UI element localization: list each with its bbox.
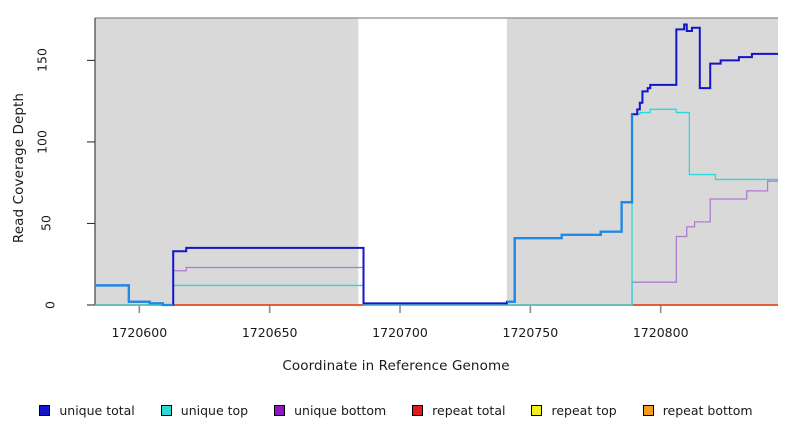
y-tick-label-2: 100 xyxy=(34,129,50,154)
chart-legend: unique total unique top unique bottom repea… xyxy=(0,398,792,422)
series-line-unique-top xyxy=(95,108,778,306)
x-tick-label-3: 1720750 xyxy=(502,325,559,340)
legend-item-repeat-total[interactable]: repeat total xyxy=(412,403,505,418)
legend-item-unique-total[interactable]: unique total xyxy=(39,402,135,418)
series-line-unique-total-ramp-1 xyxy=(506,114,634,303)
shaded-region-1 xyxy=(506,18,778,305)
x-tick-label-1: 1720650 xyxy=(241,325,298,340)
legend-swatch-icon xyxy=(412,404,424,416)
series-group xyxy=(95,23,778,307)
legend-item-unique-top[interactable]: unique top xyxy=(160,402,249,418)
legend-label: repeat top xyxy=(551,402,617,418)
x-axis-title: Coordinate in Reference Genome xyxy=(282,358,510,374)
x-tick-label-0: 1720600 xyxy=(111,325,168,340)
y-tick-label-3: 150 xyxy=(34,48,50,73)
x-tick-label-4: 1720800 xyxy=(632,325,689,340)
legend-label: unique bottom xyxy=(294,402,387,418)
y-tick-label-1: 50 xyxy=(38,215,54,232)
legend-swatch-icon xyxy=(274,404,286,416)
y-tick-label-0: 0 xyxy=(42,301,58,309)
legend-swatch-icon xyxy=(160,404,172,416)
legend-swatch-icon xyxy=(642,404,654,416)
legend-label: repeat total xyxy=(432,402,506,418)
legend-swatch-icon xyxy=(531,404,543,416)
x-tick-label-2: 1720700 xyxy=(372,325,428,340)
legend-label: unique total xyxy=(59,402,135,418)
legend-item-unique-bottom[interactable]: unique bottom xyxy=(274,403,386,418)
series-line-unique-bottom xyxy=(95,180,778,306)
legend-label: unique top xyxy=(180,402,249,418)
legend-label: repeat bottom xyxy=(662,402,753,418)
legend-item-repeat-top[interactable]: repeat top xyxy=(531,402,617,418)
series-line-unique-total-ramp-0 xyxy=(95,284,174,307)
shaded-region-0 xyxy=(95,18,359,305)
legend-swatch-icon xyxy=(39,404,51,416)
legend-item-repeat-bottom[interactable]: repeat bottom xyxy=(642,402,753,418)
